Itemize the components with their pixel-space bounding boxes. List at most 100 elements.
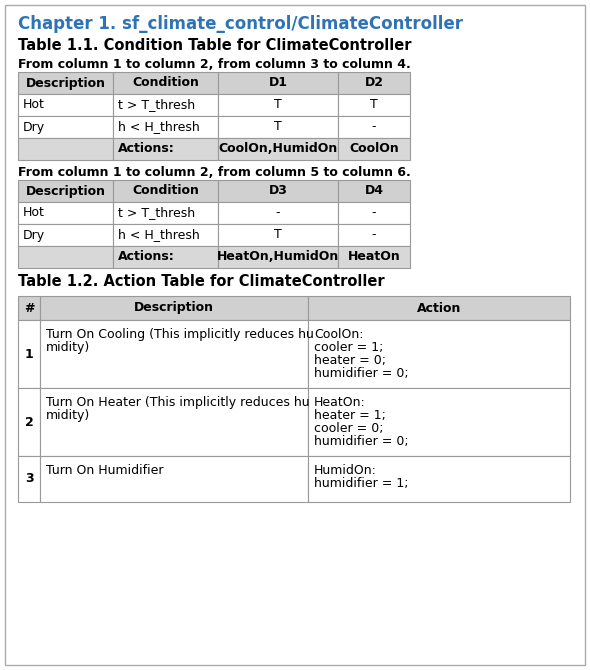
Text: T: T — [274, 98, 282, 111]
Text: h < H_thresh: h < H_thresh — [118, 228, 200, 241]
FancyBboxPatch shape — [113, 224, 218, 246]
FancyBboxPatch shape — [338, 72, 410, 94]
Text: -: - — [372, 228, 376, 241]
FancyBboxPatch shape — [113, 202, 218, 224]
Text: HeatOn,HumidOn: HeatOn,HumidOn — [217, 251, 339, 263]
FancyBboxPatch shape — [218, 72, 338, 94]
FancyBboxPatch shape — [113, 246, 218, 268]
Text: 1: 1 — [25, 348, 34, 360]
FancyBboxPatch shape — [18, 72, 113, 94]
FancyBboxPatch shape — [40, 456, 308, 502]
Text: cooler = 1;: cooler = 1; — [314, 341, 384, 354]
FancyBboxPatch shape — [18, 246, 113, 268]
FancyBboxPatch shape — [5, 5, 585, 665]
Text: Chapter 1. sf_climate_control/ClimateController: Chapter 1. sf_climate_control/ClimateCon… — [18, 15, 463, 33]
Text: -: - — [276, 206, 280, 220]
Text: From column 1 to column 2, from column 5 to column 6.: From column 1 to column 2, from column 5… — [18, 166, 411, 179]
FancyBboxPatch shape — [18, 138, 113, 160]
Text: Condition: Condition — [132, 184, 199, 198]
Text: -: - — [372, 121, 376, 133]
Text: Condition: Condition — [132, 76, 199, 90]
FancyBboxPatch shape — [218, 138, 338, 160]
FancyBboxPatch shape — [308, 320, 570, 388]
Text: midity): midity) — [46, 409, 90, 422]
Text: Table 1.1. Condition Table for ClimateController: Table 1.1. Condition Table for ClimateCo… — [18, 38, 411, 53]
FancyBboxPatch shape — [18, 180, 113, 202]
Text: Action: Action — [417, 302, 461, 314]
Text: Turn On Humidifier: Turn On Humidifier — [46, 464, 163, 477]
Text: HeatOn: HeatOn — [348, 251, 401, 263]
FancyBboxPatch shape — [113, 180, 218, 202]
Text: Turn On Cooling (This implicitly reduces hu: Turn On Cooling (This implicitly reduces… — [46, 328, 314, 341]
FancyBboxPatch shape — [18, 456, 40, 502]
Text: D2: D2 — [365, 76, 384, 90]
Text: 3: 3 — [25, 472, 33, 486]
FancyBboxPatch shape — [338, 202, 410, 224]
FancyBboxPatch shape — [218, 202, 338, 224]
Text: T: T — [370, 98, 378, 111]
FancyBboxPatch shape — [18, 320, 40, 388]
Text: Description: Description — [25, 76, 106, 90]
FancyBboxPatch shape — [113, 94, 218, 116]
FancyBboxPatch shape — [113, 116, 218, 138]
FancyBboxPatch shape — [40, 388, 308, 456]
Text: heater = 1;: heater = 1; — [314, 409, 386, 422]
Text: D3: D3 — [268, 184, 287, 198]
Text: 2: 2 — [25, 415, 34, 429]
Text: humidifier = 1;: humidifier = 1; — [314, 477, 408, 490]
Text: HumidOn:: HumidOn: — [314, 464, 377, 477]
FancyBboxPatch shape — [218, 94, 338, 116]
FancyBboxPatch shape — [338, 246, 410, 268]
Text: T: T — [274, 228, 282, 241]
Text: Hot: Hot — [23, 98, 45, 111]
Text: D1: D1 — [268, 76, 287, 90]
FancyBboxPatch shape — [18, 202, 113, 224]
FancyBboxPatch shape — [18, 116, 113, 138]
FancyBboxPatch shape — [338, 138, 410, 160]
FancyBboxPatch shape — [338, 180, 410, 202]
Text: h < H_thresh: h < H_thresh — [118, 121, 200, 133]
Text: Actions:: Actions: — [118, 251, 175, 263]
FancyBboxPatch shape — [218, 246, 338, 268]
Text: t > T_thresh: t > T_thresh — [118, 206, 195, 220]
FancyBboxPatch shape — [218, 116, 338, 138]
Text: Hot: Hot — [23, 206, 45, 220]
FancyBboxPatch shape — [113, 72, 218, 94]
Text: #: # — [24, 302, 34, 314]
FancyBboxPatch shape — [308, 388, 570, 456]
Text: D4: D4 — [365, 184, 384, 198]
FancyBboxPatch shape — [338, 116, 410, 138]
FancyBboxPatch shape — [308, 296, 570, 320]
Text: humidifier = 0;: humidifier = 0; — [314, 367, 409, 380]
FancyBboxPatch shape — [113, 138, 218, 160]
Text: CoolOn,HumidOn: CoolOn,HumidOn — [218, 143, 337, 155]
Text: CoolOn: CoolOn — [349, 143, 399, 155]
Text: Turn On Heater (This implicitly reduces hu: Turn On Heater (This implicitly reduces … — [46, 396, 310, 409]
Text: T: T — [274, 121, 282, 133]
Text: -: - — [372, 206, 376, 220]
Text: Description: Description — [25, 184, 106, 198]
FancyBboxPatch shape — [40, 296, 308, 320]
FancyBboxPatch shape — [18, 224, 113, 246]
FancyBboxPatch shape — [18, 388, 40, 456]
FancyBboxPatch shape — [338, 224, 410, 246]
Text: From column 1 to column 2, from column 3 to column 4.: From column 1 to column 2, from column 3… — [18, 58, 411, 71]
FancyBboxPatch shape — [218, 180, 338, 202]
Text: heater = 0;: heater = 0; — [314, 354, 386, 367]
Text: midity): midity) — [46, 341, 90, 354]
Text: Description: Description — [134, 302, 214, 314]
Text: Dry: Dry — [23, 228, 45, 241]
Text: Dry: Dry — [23, 121, 45, 133]
FancyBboxPatch shape — [338, 94, 410, 116]
FancyBboxPatch shape — [18, 94, 113, 116]
FancyBboxPatch shape — [40, 320, 308, 388]
Text: HeatOn:: HeatOn: — [314, 396, 366, 409]
FancyBboxPatch shape — [308, 456, 570, 502]
FancyBboxPatch shape — [18, 296, 40, 320]
FancyBboxPatch shape — [218, 224, 338, 246]
Text: humidifier = 0;: humidifier = 0; — [314, 435, 409, 448]
Text: t > T_thresh: t > T_thresh — [118, 98, 195, 111]
Text: cooler = 0;: cooler = 0; — [314, 422, 384, 435]
Text: CoolOn:: CoolOn: — [314, 328, 363, 341]
Text: Table 1.2. Action Table for ClimateController: Table 1.2. Action Table for ClimateContr… — [18, 274, 385, 289]
